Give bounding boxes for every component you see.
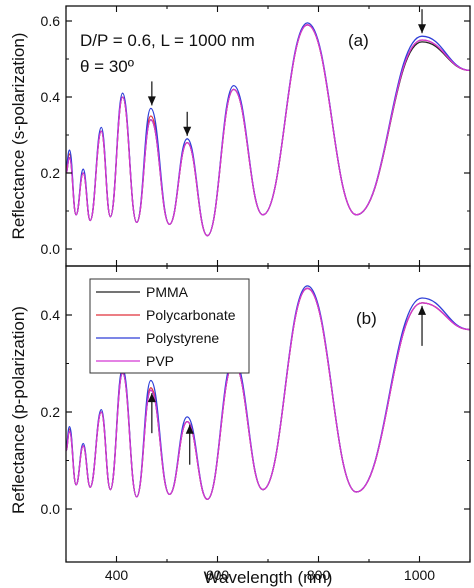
series-line-pvp: [65, 24, 471, 237]
y-tick-label: 0.4: [41, 89, 61, 105]
x-tick-label: 800: [307, 567, 331, 583]
y-tick-label: 0.2: [41, 165, 61, 181]
panel-b: 0.0 0.2 0.4 400 600 800 1000 (b) PMMA Polycarb…: [41, 265, 471, 583]
ylabel-top: Reflectance (s-polarization): [9, 33, 28, 240]
panel-a-label: (a): [348, 31, 369, 50]
arrow-head: [418, 24, 427, 34]
panel-a: 0.0 0.2 0.4 0.6 D/P = 0.6, L = 1000 nm θ = …: [41, 5, 471, 267]
y-tick-label: 0.2: [41, 404, 61, 420]
annotation-arrow: [418, 305, 427, 346]
y-tick-label: 0.0: [41, 501, 61, 517]
y-tick-label: 0.0: [41, 241, 61, 257]
y-tick-label: 0.6: [41, 13, 61, 29]
legend-box: [89, 278, 250, 374]
panel-a-curves: [65, 22, 471, 237]
x-tick-label: 600: [206, 567, 230, 583]
arrow-head: [185, 424, 194, 434]
panel-b-axes: 0.0 0.2 0.4 400 600 800 1000: [41, 265, 471, 583]
x-tick-label: 1000: [404, 567, 435, 583]
series-line-pvp: [65, 287, 471, 500]
panel-a-annotation-dp: D/P = 0.6, L = 1000 nm: [80, 31, 255, 50]
y-tick-label: 0.4: [41, 307, 61, 323]
annotation-arrow: [147, 393, 156, 434]
legend: PMMA Polycarbonate Polystyrene PVP: [89, 278, 250, 374]
legend-label-pvp: PVP: [146, 353, 174, 369]
legend-label-polycarbonate: Polycarbonate: [146, 307, 236, 323]
annotation-arrow: [183, 111, 192, 136]
annotation-arrow: [185, 424, 194, 465]
ylabel-bottom: Reflectance (p-polarization): [9, 306, 28, 514]
arrow-head: [147, 96, 156, 106]
xlabel: Wavelength (nm): [204, 568, 333, 587]
legend-label-pmma: PMMA: [146, 284, 189, 300]
arrow-head: [147, 393, 156, 403]
annotation-arrow: [418, 9, 427, 34]
x-tick-label: 400: [105, 567, 129, 583]
annotation-arrow: [147, 81, 156, 106]
arrow-head: [418, 305, 427, 315]
panel-b-label: (b): [356, 309, 377, 328]
arrow-head: [183, 126, 192, 136]
panel-a-annotation-theta: θ = 30º: [80, 57, 134, 76]
legend-label-polystyrene: Polystyrene: [146, 330, 219, 346]
panel-b-curves: [65, 285, 471, 500]
